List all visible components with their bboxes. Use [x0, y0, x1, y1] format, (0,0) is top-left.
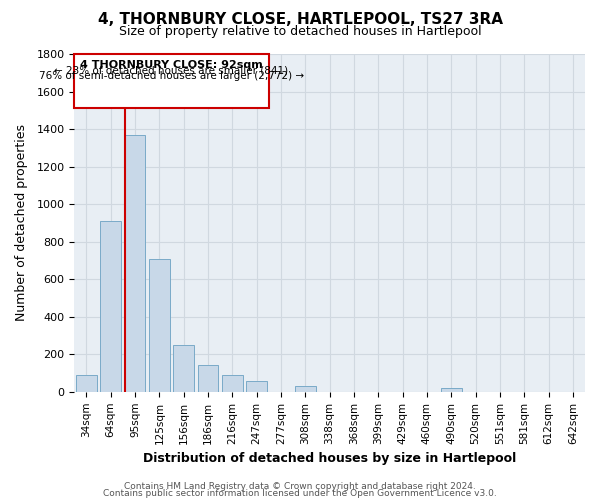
- Text: 76% of semi-detached houses are larger (2,772) →: 76% of semi-detached houses are larger (…: [39, 70, 304, 81]
- Bar: [149, 258, 170, 392]
- Bar: [76, 375, 97, 392]
- Bar: [125, 134, 145, 392]
- Bar: [197, 364, 218, 392]
- FancyBboxPatch shape: [74, 54, 269, 108]
- Bar: [222, 375, 242, 392]
- Text: Size of property relative to detached houses in Hartlepool: Size of property relative to detached ho…: [119, 25, 481, 38]
- X-axis label: Distribution of detached houses by size in Hartlepool: Distribution of detached houses by size …: [143, 452, 516, 465]
- Text: 4 THORNBURY CLOSE: 92sqm: 4 THORNBURY CLOSE: 92sqm: [80, 60, 263, 70]
- Text: ← 23% of detached houses are smaller (841): ← 23% of detached houses are smaller (84…: [55, 66, 289, 76]
- Text: Contains HM Land Registry data © Crown copyright and database right 2024.: Contains HM Land Registry data © Crown c…: [124, 482, 476, 491]
- Bar: [246, 382, 267, 392]
- Bar: [173, 345, 194, 392]
- Text: Contains public sector information licensed under the Open Government Licence v3: Contains public sector information licen…: [103, 489, 497, 498]
- Y-axis label: Number of detached properties: Number of detached properties: [15, 124, 28, 322]
- Bar: [100, 221, 121, 392]
- Bar: [441, 388, 461, 392]
- Text: 4, THORNBURY CLOSE, HARTLEPOOL, TS27 3RA: 4, THORNBURY CLOSE, HARTLEPOOL, TS27 3RA: [97, 12, 503, 28]
- Bar: [295, 386, 316, 392]
